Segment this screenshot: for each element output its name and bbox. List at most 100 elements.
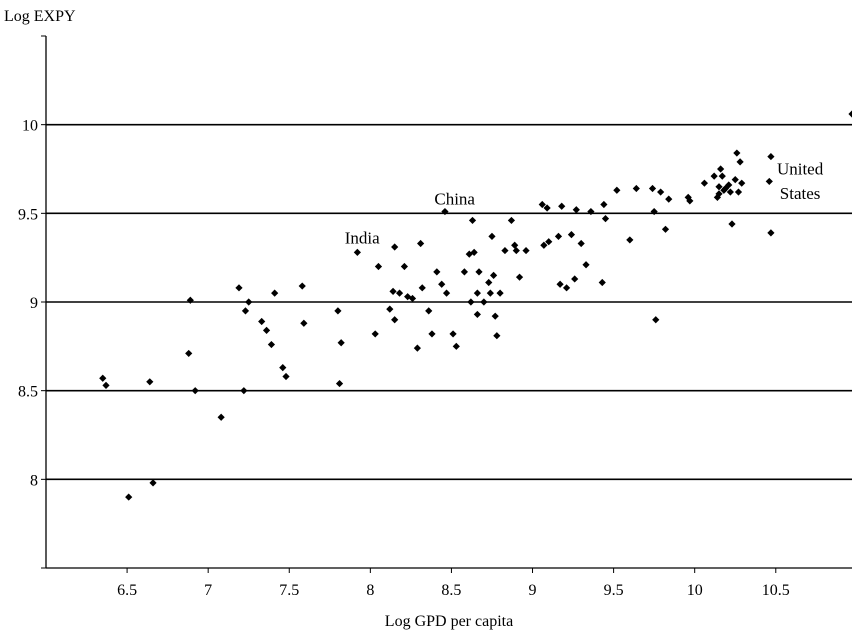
data-point — [267, 340, 276, 349]
data-point — [600, 200, 608, 209]
data-point — [613, 186, 621, 194]
data-point — [413, 344, 421, 352]
data-point — [556, 280, 564, 288]
data-point — [262, 326, 271, 334]
data-point — [657, 188, 665, 196]
data-point — [191, 387, 199, 395]
data-point — [417, 239, 425, 248]
data-point — [486, 289, 494, 297]
x-tick-label: 8.5 — [441, 582, 461, 599]
data-point — [738, 179, 746, 187]
annotation-label: India — [345, 228, 380, 247]
data-point — [102, 381, 110, 389]
data-point — [715, 183, 723, 191]
data-point — [734, 188, 743, 196]
data-point — [601, 215, 610, 223]
x-tick-label: 6.5 — [117, 582, 137, 599]
data-point — [710, 172, 718, 180]
data-point — [567, 231, 576, 239]
annotation-label: United — [777, 159, 824, 178]
data-point — [522, 246, 530, 255]
data-point — [386, 305, 394, 313]
data-point — [473, 289, 481, 297]
data-point — [650, 207, 658, 216]
x-tick-label: 9.5 — [604, 582, 624, 599]
data-point — [460, 268, 469, 276]
data-point — [185, 349, 193, 358]
data-point — [480, 298, 488, 306]
y-tick-label: 9.5 — [18, 206, 38, 223]
data-point — [468, 216, 477, 225]
data-point — [271, 289, 279, 297]
data-point — [540, 241, 548, 249]
y-tick-label: 10 — [22, 118, 38, 135]
data-point — [452, 342, 460, 350]
data-point — [717, 165, 725, 173]
axes — [41, 35, 852, 573]
x-tick-label: 7.5 — [279, 582, 299, 599]
data-point — [501, 246, 509, 255]
data-point — [465, 250, 473, 258]
data-point — [395, 289, 404, 297]
gridlines — [46, 123, 852, 481]
data-point — [721, 184, 730, 193]
data-point — [562, 284, 571, 292]
data-point — [245, 298, 253, 306]
data-point — [713, 193, 721, 201]
x-tick-label: 8 — [366, 582, 374, 599]
x-tick-label: 9 — [529, 582, 537, 599]
data-point — [515, 273, 524, 281]
data-point — [538, 200, 546, 209]
x-tick-labels: 6.5 7 7.5 8 8.5 9 9.5 10 10.5 — [117, 582, 790, 599]
x-tick-label: 10 — [687, 582, 703, 599]
data-point — [300, 319, 308, 327]
data-point — [665, 195, 673, 203]
data-point — [632, 184, 640, 193]
x-tick-label: 10.5 — [762, 582, 790, 599]
annotation-label: States — [780, 184, 821, 203]
y-tick-label: 8.5 — [18, 384, 38, 401]
data-point — [282, 372, 290, 381]
data-point — [767, 152, 775, 161]
y-tick-label: 8 — [30, 472, 38, 489]
data-point — [587, 207, 595, 216]
data-point — [470, 248, 478, 256]
data-point — [661, 225, 670, 233]
data-point — [428, 330, 436, 338]
data-point — [598, 278, 606, 287]
data-point — [258, 317, 266, 326]
data-point — [512, 246, 520, 255]
data-point — [146, 378, 154, 386]
data-point — [400, 262, 409, 271]
data-point — [125, 493, 133, 501]
data-point — [848, 110, 852, 118]
data-point — [473, 310, 481, 319]
data-point — [240, 387, 248, 395]
data-point — [715, 190, 723, 198]
data-point — [765, 177, 773, 186]
data-point — [731, 176, 739, 184]
data-point — [418, 284, 426, 292]
data-point — [626, 236, 634, 244]
data-point — [449, 330, 457, 338]
data-point — [571, 275, 579, 283]
data-point — [334, 307, 342, 315]
data-point — [475, 268, 483, 276]
data-point — [736, 158, 744, 166]
data-point — [545, 238, 553, 246]
data-point — [733, 149, 741, 157]
data-point — [572, 206, 580, 214]
data-point — [441, 207, 449, 216]
data-point — [558, 202, 566, 210]
x-axis-title: Log GPD per capita — [385, 613, 513, 630]
data-point — [298, 282, 306, 290]
data-point — [433, 268, 441, 276]
data-point — [543, 204, 551, 212]
data-point — [493, 332, 501, 340]
data-point — [726, 188, 734, 196]
data-point — [353, 248, 361, 256]
data-point — [279, 364, 287, 372]
data-point — [186, 296, 194, 304]
data-point — [241, 307, 250, 315]
